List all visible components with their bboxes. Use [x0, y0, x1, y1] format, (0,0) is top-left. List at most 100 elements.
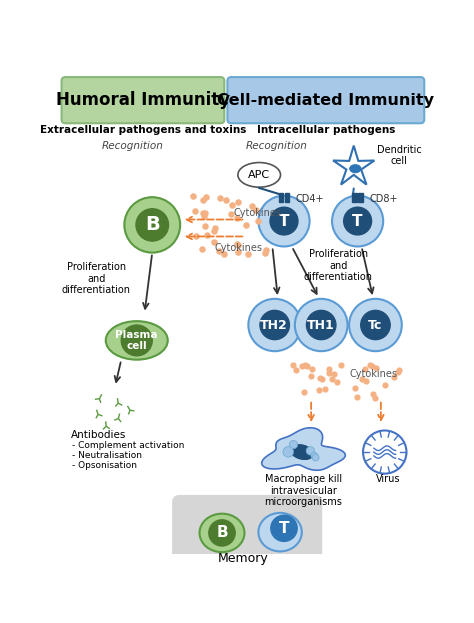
Point	[316, 384, 323, 394]
Point	[330, 369, 337, 379]
Point	[203, 192, 210, 202]
Text: APC: APC	[248, 170, 270, 180]
Circle shape	[312, 454, 319, 461]
Point	[189, 191, 196, 201]
Point	[362, 364, 369, 374]
Point	[351, 384, 358, 394]
Ellipse shape	[106, 321, 168, 359]
Point	[395, 366, 402, 376]
Circle shape	[124, 197, 180, 253]
Bar	[285, 193, 290, 202]
Point	[255, 216, 262, 226]
FancyBboxPatch shape	[173, 496, 321, 576]
Text: Extracellular pathogens and toxins: Extracellular pathogens and toxins	[40, 125, 246, 135]
Text: Cytokines: Cytokines	[234, 208, 282, 218]
FancyBboxPatch shape	[228, 77, 424, 123]
Point	[252, 205, 259, 215]
Circle shape	[121, 325, 152, 356]
Text: Antibodies: Antibodies	[71, 430, 126, 440]
Circle shape	[258, 196, 310, 247]
Ellipse shape	[350, 165, 361, 173]
Text: Macrophage kill
intravesicular
microorganisms: Macrophage kill intravesicular microorga…	[264, 474, 342, 507]
Circle shape	[295, 299, 347, 351]
Text: TH1: TH1	[307, 318, 334, 331]
Point	[227, 209, 235, 219]
Circle shape	[209, 520, 235, 546]
FancyBboxPatch shape	[62, 77, 224, 123]
Point	[337, 361, 345, 371]
Circle shape	[307, 310, 336, 340]
Text: Dendritic
cell: Dendritic cell	[377, 145, 422, 166]
Ellipse shape	[238, 163, 281, 187]
Point	[382, 380, 389, 390]
Circle shape	[271, 515, 297, 541]
Ellipse shape	[200, 513, 245, 552]
Circle shape	[283, 447, 293, 457]
Circle shape	[136, 209, 169, 241]
Circle shape	[260, 310, 290, 340]
Text: Humoral Immunity: Humoral Immunity	[56, 91, 230, 109]
Text: Proliferation
and
differentiation: Proliferation and differentiation	[62, 262, 131, 295]
Polygon shape	[333, 146, 374, 184]
Text: TH2: TH2	[260, 318, 288, 331]
Ellipse shape	[291, 445, 313, 459]
Point	[248, 201, 255, 211]
Point	[366, 361, 374, 371]
Point	[301, 387, 308, 397]
Point	[362, 376, 370, 386]
Point	[210, 237, 218, 247]
Point	[325, 368, 333, 378]
Point	[191, 206, 199, 216]
Point	[210, 226, 218, 236]
Point	[235, 247, 242, 257]
Circle shape	[363, 430, 406, 473]
Point	[303, 361, 310, 371]
Text: Plasma
cell: Plasma cell	[116, 330, 158, 351]
Text: T: T	[352, 214, 363, 229]
Text: Tc: Tc	[368, 318, 383, 331]
Circle shape	[248, 299, 301, 351]
Point	[228, 201, 236, 211]
Point	[292, 364, 300, 374]
Point	[321, 384, 329, 394]
Text: - Complement activation: - Complement activation	[73, 442, 185, 450]
Point	[261, 247, 268, 257]
Circle shape	[270, 207, 298, 235]
Point	[204, 230, 211, 240]
Circle shape	[289, 440, 298, 449]
Point	[394, 367, 402, 377]
Point	[216, 193, 224, 203]
Point	[199, 208, 207, 218]
Point	[201, 208, 209, 218]
Point	[234, 239, 241, 249]
Text: Recognition: Recognition	[102, 141, 164, 151]
Circle shape	[349, 299, 402, 351]
Text: Cell-mediated Immunity: Cell-mediated Immunity	[218, 93, 434, 108]
Point	[391, 373, 398, 383]
Point	[221, 249, 228, 259]
Point	[307, 371, 315, 381]
Text: Cytokines: Cytokines	[214, 243, 262, 253]
Text: - Neutralisation: - Neutralisation	[73, 452, 142, 460]
Text: B: B	[216, 525, 228, 540]
Point	[318, 374, 326, 384]
Bar	[352, 193, 357, 202]
Point	[198, 244, 206, 254]
Point	[309, 364, 316, 374]
Text: Virus: Virus	[376, 474, 401, 484]
Point	[191, 231, 199, 241]
Point	[369, 389, 377, 399]
Point	[234, 240, 242, 250]
Point	[211, 223, 219, 233]
Point	[316, 374, 323, 384]
Point	[368, 361, 376, 371]
Text: CD8+: CD8+	[369, 194, 398, 204]
Point	[333, 378, 340, 388]
Point	[371, 392, 378, 402]
Point	[373, 363, 380, 373]
Text: Cytokines: Cytokines	[350, 369, 398, 379]
Point	[233, 213, 241, 223]
Point	[223, 194, 230, 204]
Text: B: B	[145, 216, 160, 234]
Point	[199, 195, 207, 205]
